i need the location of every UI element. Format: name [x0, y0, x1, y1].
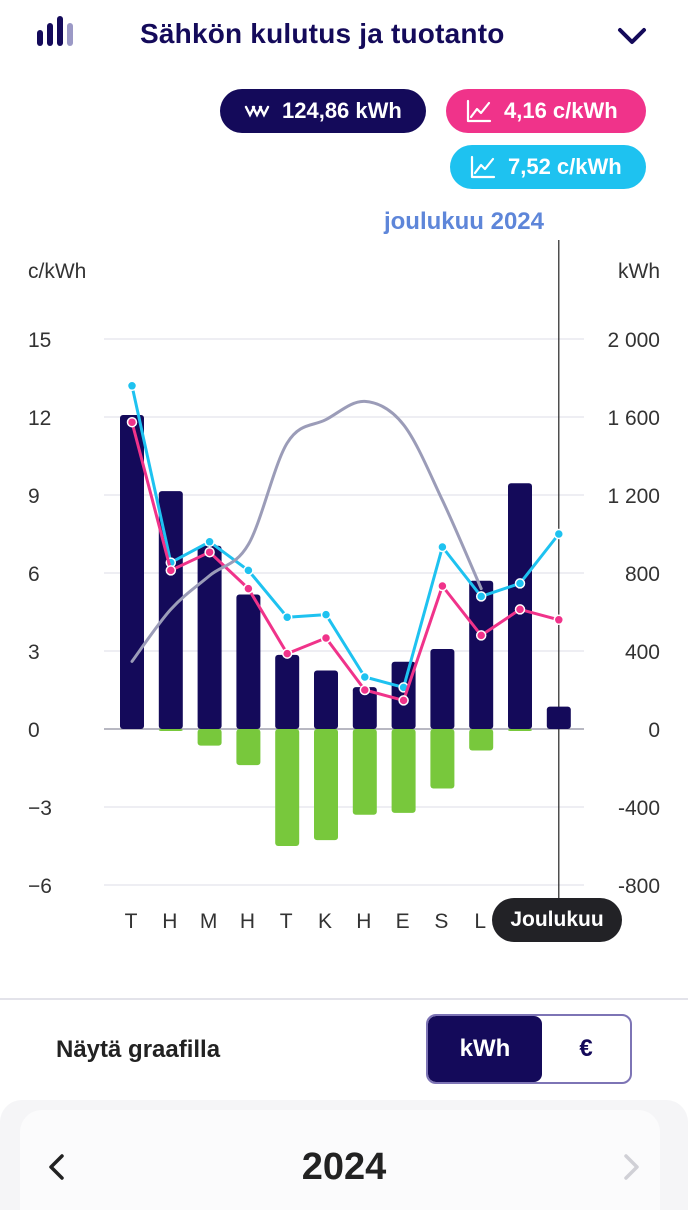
price-line-blue-point [553, 528, 565, 540]
consumption-bar [236, 594, 261, 729]
consumption-value: 124,86 kWh [282, 98, 402, 123]
consumption-production-chart[interactable]: c/kWh kWh 15 2 000 12 1 600 9 1 200 6 800 3 400 0 0 −3… [0, 240, 688, 940]
x-tick-label: T [280, 910, 293, 933]
price-line-blue-point [437, 541, 448, 553]
production-bar [275, 729, 300, 846]
price-line-blue-point [475, 591, 487, 602]
x-tick-label: T [125, 910, 138, 933]
price-line-pink-point [553, 614, 565, 626]
y-left-tick-label: 6 [28, 563, 40, 586]
price-line-pink-point [437, 580, 448, 592]
x-tick-label: E [396, 910, 410, 933]
production-bar [236, 729, 261, 766]
production-bar [508, 729, 532, 731]
y-left-axis-label: c/kWh [28, 260, 86, 283]
price-line-pink-point [165, 565, 177, 576]
price-line-pink-point [514, 604, 526, 615]
y-left-tick-label: 9 [28, 485, 40, 508]
price-line-blue-point [204, 536, 215, 548]
consumption-bar [314, 670, 338, 729]
production-bar [469, 729, 494, 751]
unit-toggle[interactable]: kWh € [426, 1014, 632, 1084]
x-tick-label: M [200, 910, 218, 933]
x-tick-label: H [162, 910, 177, 933]
y-left-tick-label: 3 [28, 641, 40, 664]
price-line-pink-point [320, 632, 332, 644]
average-price-line [130, 399, 483, 663]
x-tick-label: H [356, 910, 371, 933]
price-line-blue-point [514, 578, 526, 589]
toggle-kwh-button[interactable]: kWh [428, 1016, 542, 1082]
consumption-bar [120, 415, 144, 729]
selected-month-tooltip: Joulukuu [492, 898, 622, 942]
toggle-euro-button[interactable]: € [579, 1035, 593, 1062]
price-line-pink [130, 421, 560, 702]
y-left-tick-label: 0 [28, 719, 40, 742]
price-pill-blue[interactable]: 7,52 c/kWh [450, 145, 646, 189]
x-tick-label: K [318, 910, 332, 933]
consumption-bar [546, 706, 571, 729]
y-left-tick-label: −6 [28, 875, 52, 898]
production-bar [391, 729, 416, 813]
consumption-bar [352, 687, 377, 729]
show-on-chart-label: Näytä graafilla [56, 1036, 221, 1063]
x-tick-label: S [434, 910, 448, 933]
chevron-right-icon[interactable] [622, 1152, 642, 1182]
y-left-tick-label: 12 [28, 407, 51, 430]
consumption-bar [275, 654, 300, 729]
bottom-panel: Näytä graafilla kWh € 2024 [0, 998, 688, 1210]
y-right-tick-label: 800 [625, 563, 660, 586]
bar-chart-icon [37, 16, 73, 46]
y-right-tick-label: -800 [618, 875, 660, 898]
y-right-tick-label: 1 200 [607, 485, 660, 508]
year-label: 2024 [301, 1146, 387, 1188]
y-right-tick-label: 0 [648, 719, 660, 742]
y-right-tick-label: 1 600 [607, 407, 660, 430]
chevron-down-icon[interactable] [616, 22, 648, 50]
price-line-pink-point [475, 630, 487, 641]
production-bar [197, 729, 222, 746]
y-left-tick-label: −3 [28, 797, 52, 820]
price-line-pink-point [126, 416, 138, 428]
header: Sähkön kulutus ja tuotanto [0, 0, 688, 80]
energy-icon [244, 105, 270, 118]
y-right-tick-label: 400 [625, 641, 660, 664]
y-right-tick-label: 2 000 [607, 329, 660, 352]
line-chart-icon [466, 99, 492, 123]
price-line-pink-point [398, 695, 409, 706]
selected-period-label: joulukuu 2024 [383, 208, 544, 235]
chevron-left-icon[interactable] [46, 1152, 66, 1182]
price-line-blue-point [320, 609, 332, 620]
price-pill-pink[interactable]: 4,16 c/kWh [446, 89, 646, 133]
price-line-pink-point [243, 583, 254, 594]
y-right-tick-label: -400 [618, 797, 660, 820]
x-tick-label: H [240, 910, 255, 933]
production-bar [158, 729, 183, 731]
production-bar [430, 729, 455, 789]
consumption-bar [430, 649, 455, 729]
price-line-blue [130, 385, 560, 689]
y-right-axis-label: kWh [618, 260, 660, 283]
price-line-blue-point [243, 565, 254, 576]
price-line-pink-point [281, 648, 293, 659]
price-line-blue-point [281, 611, 293, 623]
year-navigation: 2024 [0, 1100, 688, 1210]
price-value-blue: 7,52 c/kWh [508, 154, 622, 179]
year-card [20, 1110, 660, 1210]
y-left-tick-label: 15 [28, 329, 51, 352]
consumption-bar [197, 545, 222, 729]
price-line-blue-point [359, 671, 371, 683]
page-title: Sähkön kulutus ja tuotanto [140, 18, 505, 49]
line-chart-icon [470, 155, 496, 179]
production-bar [352, 729, 377, 815]
production-bar [314, 729, 338, 841]
price-line-blue-point [126, 380, 138, 392]
price-line-pink-point [359, 684, 371, 696]
price-value-pink: 4,16 c/kWh [504, 98, 618, 123]
consumption-pill[interactable]: 124,86 kWh [220, 89, 426, 133]
price-line-pink-point [204, 546, 215, 558]
consumption-bar [469, 580, 494, 729]
x-tick-label: L [474, 910, 486, 933]
